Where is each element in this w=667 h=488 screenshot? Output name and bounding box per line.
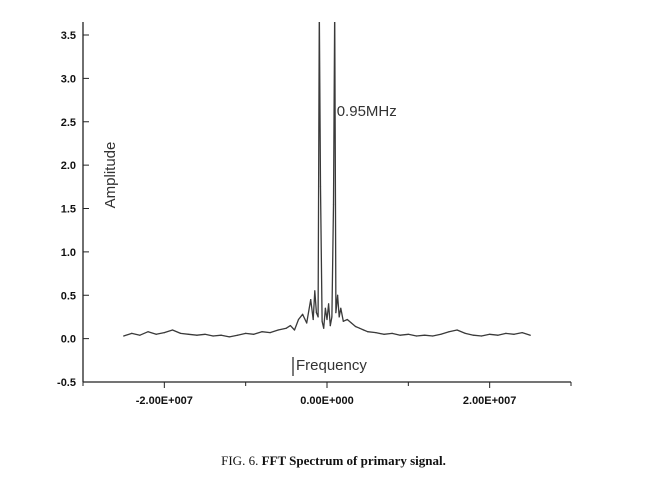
spectrum-data-point [505,332,507,334]
x-tick-label: 2.00E+007 [463,395,517,407]
spectrum-data-point [155,333,157,335]
y-tick-label: 0.0 [61,334,76,346]
spectrum-data-point [340,307,342,309]
spectrum-data-point [354,325,357,328]
spectrum-data-point [363,329,365,331]
spectrum-data-point [331,316,333,318]
y-tick-label: -0.5 [57,377,76,389]
y-tick-label: 1.0 [61,247,76,259]
spectrum-data-point [456,329,458,331]
spectrum-data-point [329,325,331,327]
x-axis-label: Frequency [296,357,367,374]
spectrum-data-point [440,333,442,335]
spectrum-data-point [236,334,239,336]
y-tick-label: 3.0 [61,73,76,85]
spectrum-data-point [293,329,296,331]
y-tick-label: 2.0 [61,160,76,172]
spectrum-data-point [269,332,271,334]
spectrum-data-point [332,203,335,205]
spectrum-data-point [289,325,291,327]
spectrum-data-point [321,320,323,322]
spectrum-data-point [391,332,393,334]
spectrum-data-point [326,318,328,321]
spectrum-data-point [513,333,515,335]
caption-prefix: FIG. 6. [221,453,259,468]
spectrum-data-point [375,332,377,334]
spectrum-data-point [328,303,330,305]
fft-spectrum-chart: -0.5 0.0 0.5 1.0 1.5 2.0 2.5 3.0 3.5 -2.00E+007 0.… [57,22,572,407]
spectrum-data-point [367,331,369,333]
spectrum-data-point [358,327,361,329]
y-axis-label: Amplitude [102,142,119,209]
spectrum-series-line [123,22,531,338]
spectrum-data-point [432,335,434,337]
spectrum-data-point [285,327,287,329]
spectrum-data-point [342,320,344,322]
spectrum-data-point [497,334,499,336]
spectrum-data-point [521,332,523,334]
spectrum-data-point [131,332,133,334]
spectrum-data-point [472,334,474,336]
spectrum-data-point [180,332,182,334]
spectrum-data-point [337,294,339,296]
spectrum-data-point [415,335,418,337]
spectrum-data-point [346,318,348,321]
spectrum-data-point [123,335,125,337]
spectrum-data-point [188,333,190,335]
spectrum-data-point [407,333,409,335]
spectrum-data-point [147,331,149,333]
spectrum-data-point [212,335,214,337]
spectrum-data-point [338,316,340,318]
spectrum-data-point [383,333,385,335]
caption-title: FFT Spectrum of primary signal. [261,453,446,468]
spectrum-data-point [306,322,308,324]
spectrum-data-point [310,299,312,301]
spectrum-data-point [302,313,304,315]
spectrum-data-point [424,334,426,336]
spectrum-data-point [139,334,141,336]
spectrum-data-point [277,329,279,331]
y-tick-label: 1.5 [61,204,76,216]
spectrum-data-point [335,312,337,314]
spectrum-data-point [196,334,198,336]
spectrum-data-point [171,329,174,331]
spectrum-data-point [489,333,491,335]
figure-caption: FIG. 6. FFT Spectrum of primary signal. [0,453,667,469]
spectrum-data-point [317,316,319,318]
x-tick-label: 0.00E+000 [300,395,354,407]
spectrum-data-point [228,336,230,338]
y-tick-label: 2.5 [61,117,76,129]
spectrum-data-point [323,327,325,329]
spectrum-data-point [399,334,401,336]
spectrum-data-point [204,333,206,335]
spectrum-data-point [314,290,316,292]
spectrum-data-point [464,332,466,334]
spectrum-data-point [315,312,317,314]
spectrum-data-point [448,331,450,333]
spectrum-data-point [312,318,314,321]
spectrum-data-point [319,186,322,188]
y-tick-label: 3.5 [61,30,76,42]
peak-annotation: 0.95MHz [337,103,397,120]
spectrum-data-point [480,335,483,337]
spectrum-data-point [253,333,255,335]
spectrum-data-point [261,331,263,333]
spectrum-data-point [529,334,531,336]
spectrum-data-point [324,307,326,309]
spectrum-data-point [220,334,222,336]
spectrum-data-point [163,332,165,334]
y-tick-label: 0.5 [61,290,76,302]
spectrum-data-point [297,318,300,321]
spectrum-data-point [245,332,247,334]
spectrum-data-point [350,322,352,324]
x-tick-label: -2.00E+007 [136,395,193,407]
